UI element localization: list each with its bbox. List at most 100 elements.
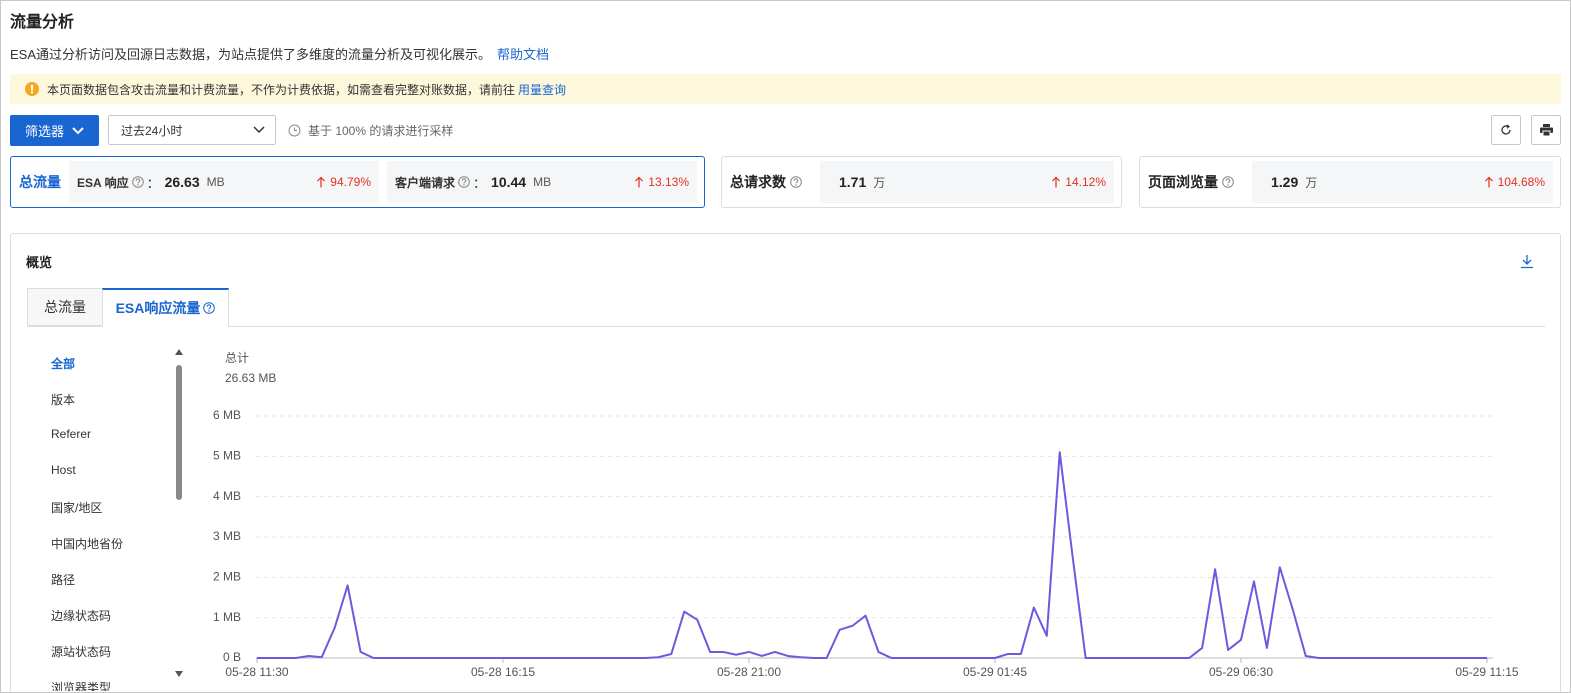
metric-box: 1.71 万 14.12%: [820, 161, 1114, 203]
y-tick-label: 2 MB: [213, 570, 241, 584]
metric-unit: MB: [206, 175, 225, 189]
change-value: 104.68%: [1497, 175, 1545, 189]
time-range-select[interactable]: 过去24小时: [108, 115, 276, 145]
metric-label: ESA 响应: [77, 175, 129, 190]
dimension-item[interactable]: 版本: [51, 393, 76, 407]
icon-part: [790, 176, 802, 188]
chart: 总计 26.63 MB 0 B 1 MB 2 MB 3 MB 4 MB 5 MB 6 MB 05-…: [213, 351, 1519, 679]
icon-part: [203, 302, 216, 314]
print-button[interactable]: [1531, 115, 1561, 145]
metric-unit: 万: [1305, 175, 1318, 190]
dimension-item[interactable]: 路径: [51, 573, 76, 587]
icon-part: [175, 349, 183, 355]
download-icon[interactable]: [1520, 254, 1534, 269]
icon-part: [1521, 255, 1533, 269]
metric-card[interactable]: 页面浏览量 1.29 万 104.68%: [1139, 156, 1561, 208]
print-icon: [1539, 124, 1553, 136]
x-tick-label: 05-29 06:30: [1209, 665, 1273, 679]
description-text: ESA通过分析访问及回源日志数据，为站点提供了多维度的流量分析及可视化展示。: [10, 47, 492, 62]
icon-part: [795, 184, 797, 186]
notice-text: 本页面数据包含攻击流量和计费流量，不作为计费依据，如需查看完整对账数据，请前往: [47, 82, 516, 97]
icon-part: [175, 671, 183, 677]
scrollbar: [175, 349, 183, 677]
clock-icon: [288, 124, 301, 137]
icon-part: [135, 178, 140, 184]
refresh-icon: [1501, 124, 1511, 135]
filter-label: 筛选器: [24, 124, 64, 139]
x-tick-label: 05-29 01:45: [963, 665, 1027, 679]
dimension-item[interactable]: 全部: [51, 357, 76, 371]
filter-button[interactable]: 筛选器: [10, 115, 99, 146]
icon-part: [461, 178, 467, 184]
metric-value: 10.44: [491, 174, 527, 190]
metric-change: 104.68%: [1484, 175, 1545, 189]
icon-part: [208, 310, 211, 312]
metric-title-wrap: 页面浏览量: [1148, 172, 1234, 192]
notice-link[interactable]: 用量查询: [518, 82, 567, 97]
tab-label: ESA响应流量: [115, 300, 201, 316]
warning-icon: [25, 82, 39, 96]
tab-active[interactable]: ESA响应流量: [102, 288, 229, 327]
icon-part: [1052, 176, 1061, 188]
tab-divider: [27, 326, 1545, 327]
icon-part: [31, 85, 33, 91]
x-tick-label: 05-28 11:30: [225, 665, 288, 679]
help-link[interactable]: 帮助文档: [497, 47, 550, 62]
help-icon: [1222, 176, 1234, 188]
metric-main: ESA 响应 ： 26.63 MB: [77, 173, 225, 192]
page-title: 流量分析: [10, 14, 75, 31]
icon-part: [253, 126, 265, 134]
icon-part: [1484, 176, 1493, 188]
icon-part: [1222, 176, 1234, 188]
refresh-button[interactable]: [1491, 115, 1521, 145]
icon-part: [1506, 124, 1510, 129]
icon-part: [1501, 125, 1511, 135]
metric-unit: MB: [533, 175, 552, 189]
chevron: [72, 126, 84, 134]
icon-part: [1227, 184, 1229, 186]
dimension-item[interactable]: 浏览器类型: [51, 681, 112, 691]
y-tick-label: 4 MB: [213, 489, 241, 503]
line-series: [257, 451, 1487, 659]
metric-main: 1.71 万: [837, 174, 885, 191]
metric-card[interactable]: 总流量 ESA 响应： 26.63 MB 94.79% 客户端请求： 10.44 MB 13…: [10, 156, 705, 208]
chart-title: 总计: [225, 351, 249, 365]
dimension-item[interactable]: 源站状态码: [51, 645, 112, 659]
help-icon: [203, 302, 216, 314]
y-tick-label: 6 MB: [213, 408, 241, 422]
y-tick-label: 1 MB: [213, 610, 241, 624]
x-tick-label: 05-29 11:15: [1455, 665, 1518, 679]
overview-panel: [10, 233, 1561, 692]
icon-part: [793, 178, 799, 184]
dimension-list: 全部版本 Referer Host 国家/地区中国内地省份 路径边缘状态码源站状态码浏览…: [31, 345, 181, 691]
description: ESA通过分析访问及回源日志数据，为站点提供了多维度的流量分析及可视化展示。 帮助…: [10, 44, 549, 63]
tab[interactable]: 总流量: [27, 288, 103, 326]
dimension-item[interactable]: 中国内地省份: [51, 537, 124, 551]
icon-part: [31, 91, 33, 94]
dimension-item[interactable]: 边缘状态码: [51, 609, 112, 623]
sampling-info: 基于 100% 的请求进行采样: [288, 115, 453, 146]
icon-part: [288, 124, 301, 137]
chevron: [253, 126, 265, 134]
dimension-item[interactable]: 国家/地区: [51, 501, 103, 515]
up-arrow: [1052, 176, 1061, 188]
metric-title: 总请求数: [730, 174, 786, 190]
metric-card[interactable]: 总请求数 1.71 万 14.12%: [721, 156, 1122, 208]
help-icon-svg: [131, 176, 144, 188]
metric-label: 客户端请求: [395, 175, 456, 190]
icon-part: [294, 127, 297, 131]
y-tick-label: 3 MB: [213, 529, 241, 543]
dimension-item[interactable]: Referer: [51, 427, 92, 441]
metric-main: 客户端请求 ： 10.44 MB: [395, 173, 551, 192]
metric-title: 页面浏览量: [1148, 174, 1218, 190]
dimension-item[interactable]: Host: [51, 463, 76, 477]
chart-subtitle: 26.63 MB: [225, 371, 276, 385]
y-tick-label: 0 B: [223, 650, 241, 664]
sampling-text: 基于 100% 的请求进行采样: [308, 124, 454, 138]
up-arrow: [1484, 176, 1493, 188]
metric-main: 1.29 万: [1269, 174, 1317, 191]
separator: ：: [146, 175, 160, 191]
icon-part: [136, 184, 139, 186]
change-value: 13.13%: [648, 175, 689, 189]
